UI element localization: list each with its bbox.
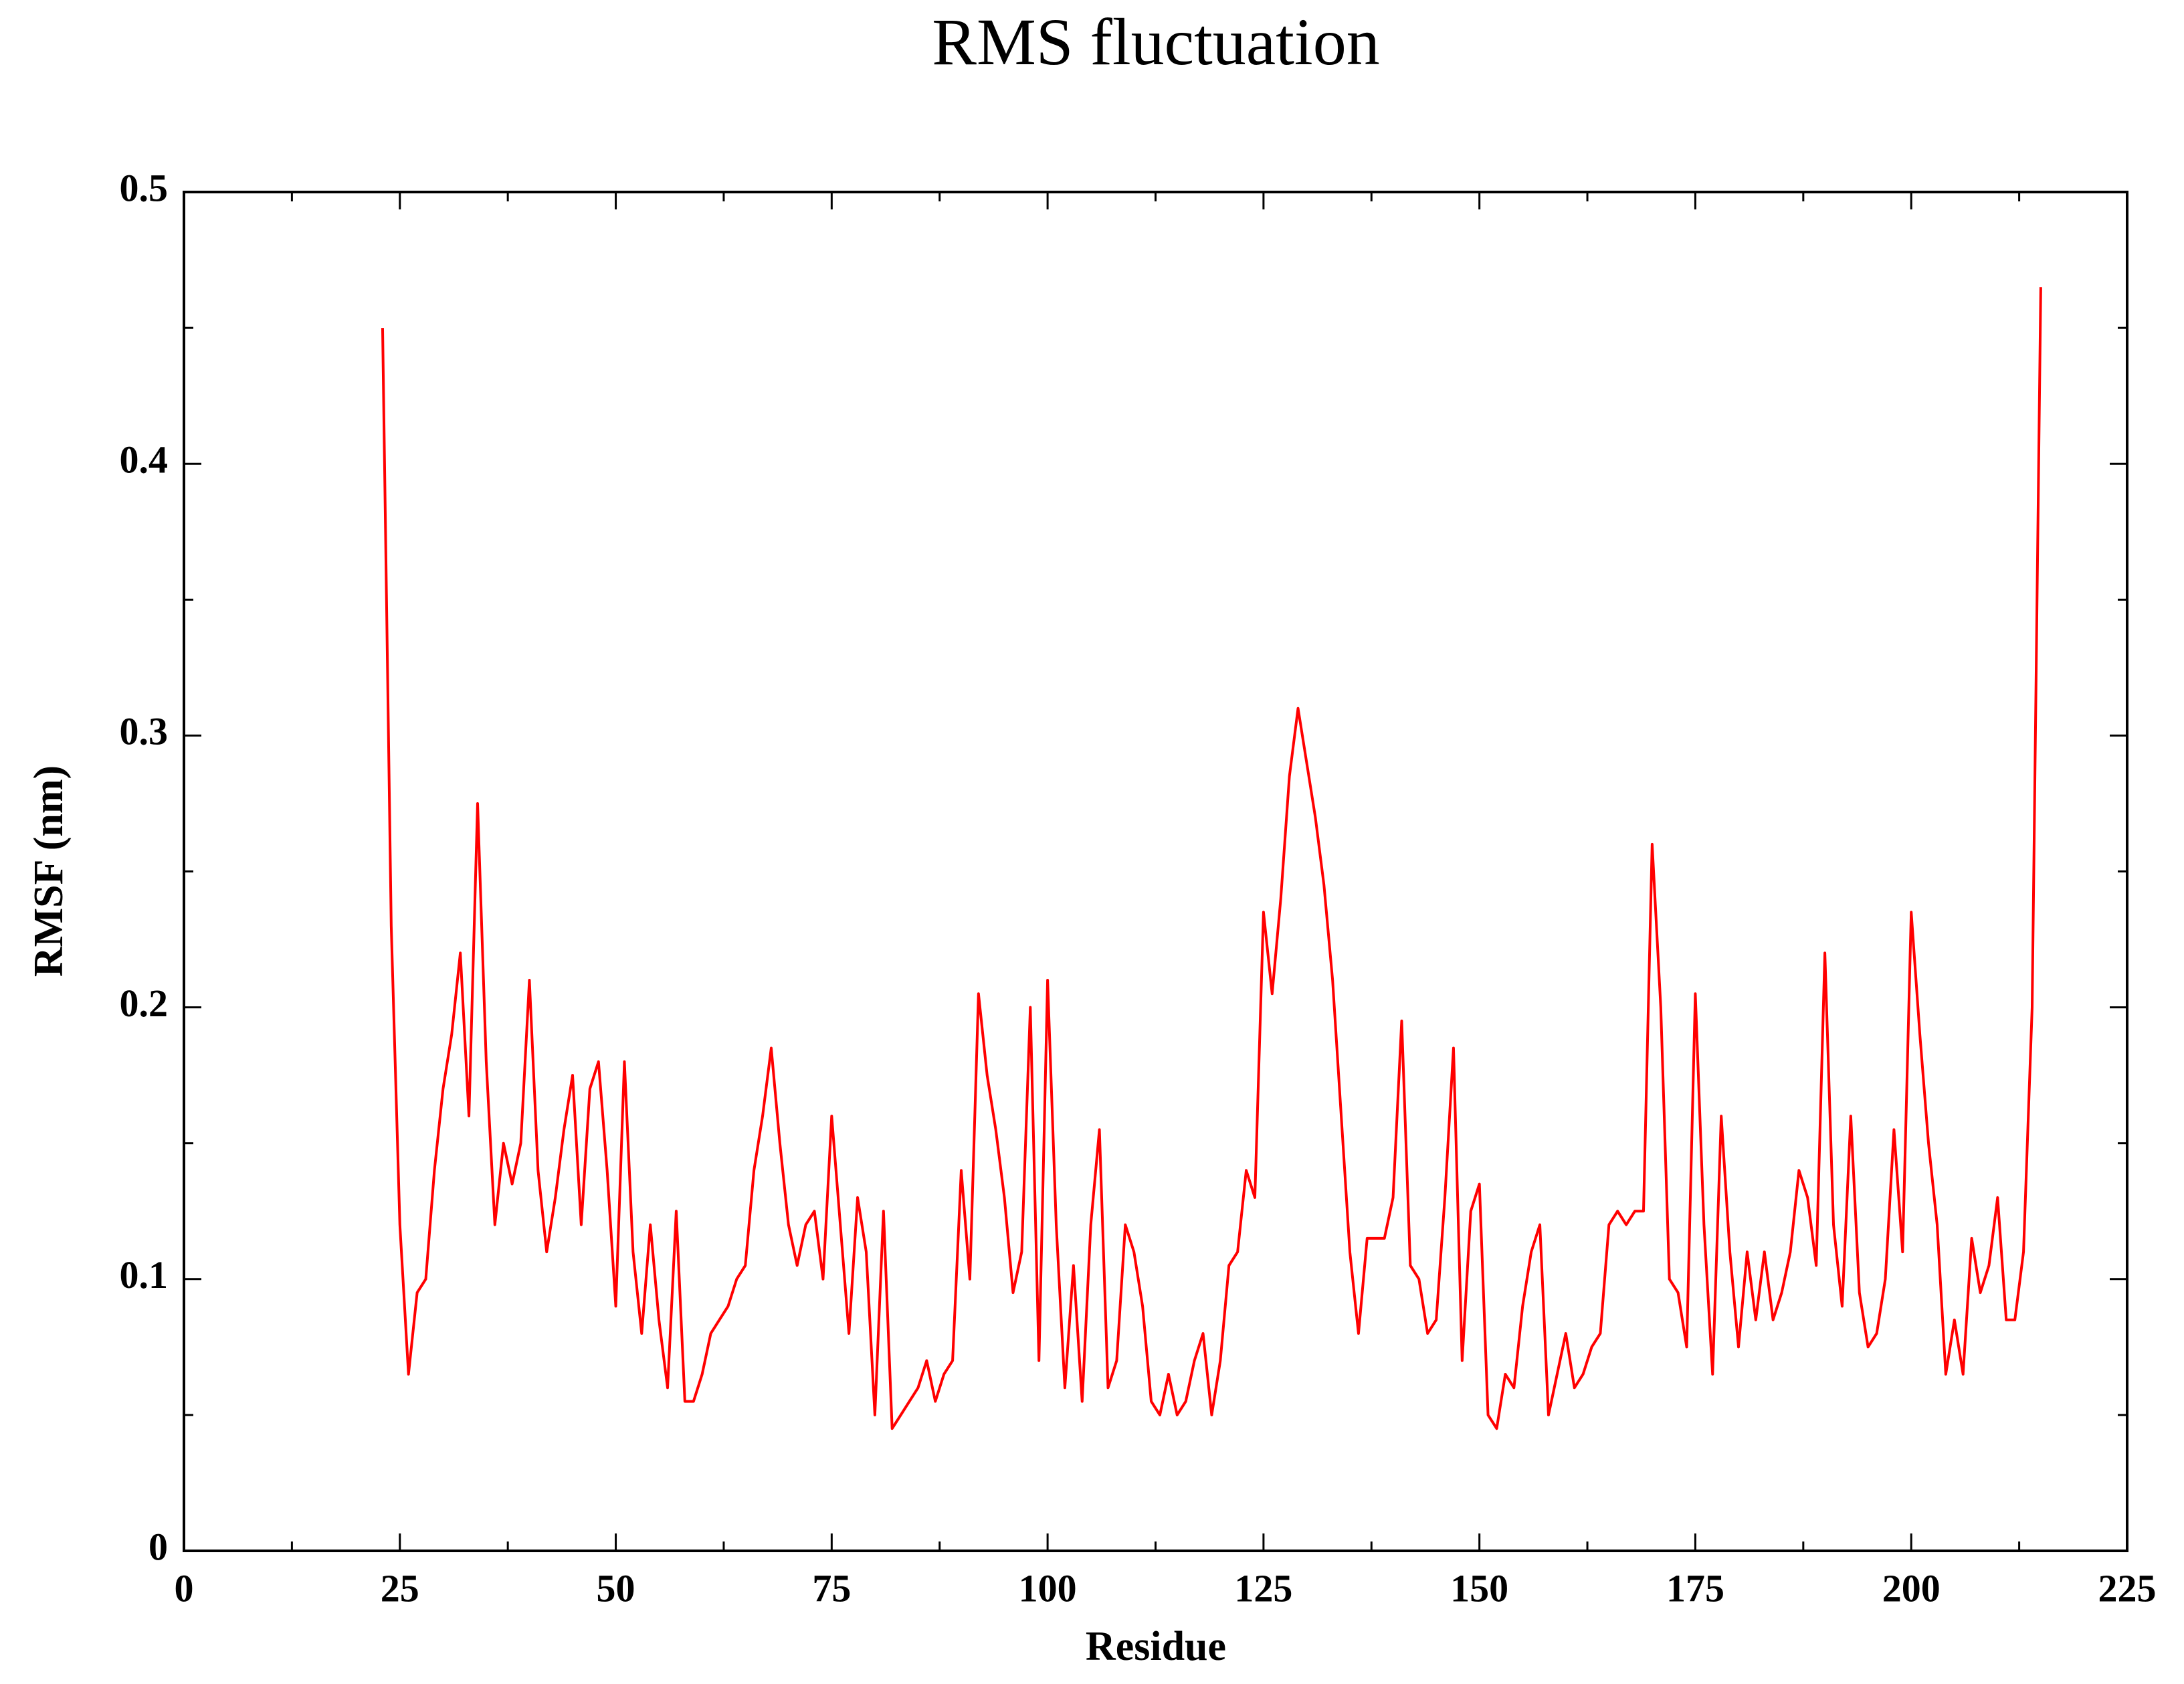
y-tick-label: 0.2 (120, 981, 169, 1025)
y-tick-label: 0 (148, 1525, 168, 1568)
chart-title: RMS fluctuation (932, 5, 1379, 79)
x-tick-label: 100 (1019, 1566, 1077, 1610)
y-tick-label: 0.4 (120, 438, 169, 482)
y-tick-label: 0.5 (120, 166, 169, 209)
data-line (381, 287, 2042, 1430)
y-tick-label: 0.1 (120, 1253, 169, 1297)
x-tick-label: 200 (1882, 1566, 1941, 1610)
x-tick-label: 0 (175, 1566, 194, 1610)
y-tick-label: 0.3 (120, 710, 169, 753)
x-tick-label: 75 (812, 1566, 851, 1610)
x-tick-label: 225 (2098, 1566, 2157, 1610)
x-tick-label: 50 (597, 1566, 635, 1610)
x-tick-label: 175 (1666, 1566, 1724, 1610)
x-tick-label: 150 (1450, 1566, 1508, 1610)
x-axis-label: Residue (1086, 1624, 1226, 1669)
y-axis-label: RMSF (nm) (26, 765, 72, 977)
x-tick-label: 25 (381, 1566, 419, 1610)
x-tick-label: 125 (1234, 1566, 1292, 1610)
